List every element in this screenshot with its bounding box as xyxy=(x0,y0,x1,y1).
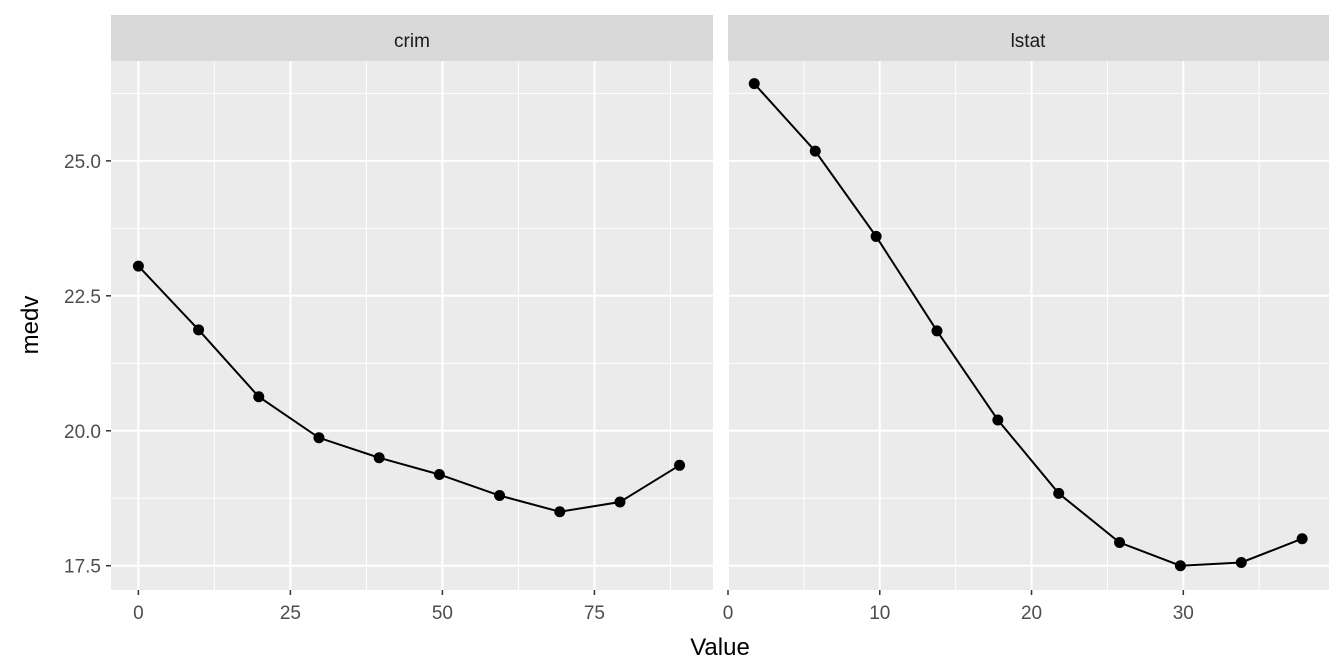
series xyxy=(132,260,686,518)
strip-background xyxy=(728,15,1329,61)
data-point xyxy=(870,230,882,242)
x-axis: 0 10 20 30 xyxy=(723,590,1194,624)
panel-crim: crim 0 25 50 75 xyxy=(111,15,713,624)
data-point xyxy=(132,260,144,272)
x-tick-label: 0 xyxy=(723,603,734,624)
data-point xyxy=(554,506,566,518)
series-line xyxy=(137,265,681,513)
data-point xyxy=(748,78,760,90)
panel-title: lstat xyxy=(1011,31,1047,52)
data-point xyxy=(674,459,686,471)
data-point xyxy=(253,391,265,403)
data-point xyxy=(193,324,205,336)
y-tick-label: 22.5 xyxy=(64,287,101,308)
series-line xyxy=(753,83,1303,567)
x-axis-title: Value xyxy=(690,634,750,661)
data-point xyxy=(614,496,626,508)
y-axis-title: medv xyxy=(17,296,44,355)
x-tick-label: 50 xyxy=(432,603,453,624)
y-tick-label: 25.0 xyxy=(64,152,101,173)
x-tick-label: 10 xyxy=(869,603,890,624)
data-point xyxy=(1296,533,1308,545)
y-tick-label: 20.0 xyxy=(64,422,101,443)
gridlines xyxy=(111,61,713,590)
data-point xyxy=(992,414,1004,426)
x-tick-label: 20 xyxy=(1021,603,1042,624)
data-point xyxy=(1053,487,1065,499)
strip-background xyxy=(111,15,713,61)
data-point xyxy=(1114,536,1126,548)
y-axis: 17.5 20.0 22.5 25.0 xyxy=(64,152,111,578)
x-axis: 0 25 50 75 xyxy=(133,590,605,624)
data-point xyxy=(433,468,445,480)
x-tick-label: 0 xyxy=(133,603,144,624)
data-point xyxy=(313,432,325,444)
series xyxy=(748,78,1308,572)
data-point xyxy=(809,145,821,157)
panel-background xyxy=(728,61,1329,590)
data-point xyxy=(494,490,506,502)
x-tick-label: 75 xyxy=(584,603,605,624)
data-point xyxy=(1235,556,1247,568)
panel-background xyxy=(111,61,713,590)
panel-lstat: lstat 0 10 20 30 xyxy=(723,15,1329,624)
x-tick-label: 30 xyxy=(1173,603,1194,624)
data-point xyxy=(373,452,385,464)
data-point xyxy=(1174,560,1186,572)
gridlines xyxy=(727,61,1329,590)
data-point xyxy=(931,325,943,337)
y-tick-label: 17.5 xyxy=(64,557,101,578)
panel-title: crim xyxy=(394,31,430,52)
x-tick-label: 25 xyxy=(280,603,301,624)
